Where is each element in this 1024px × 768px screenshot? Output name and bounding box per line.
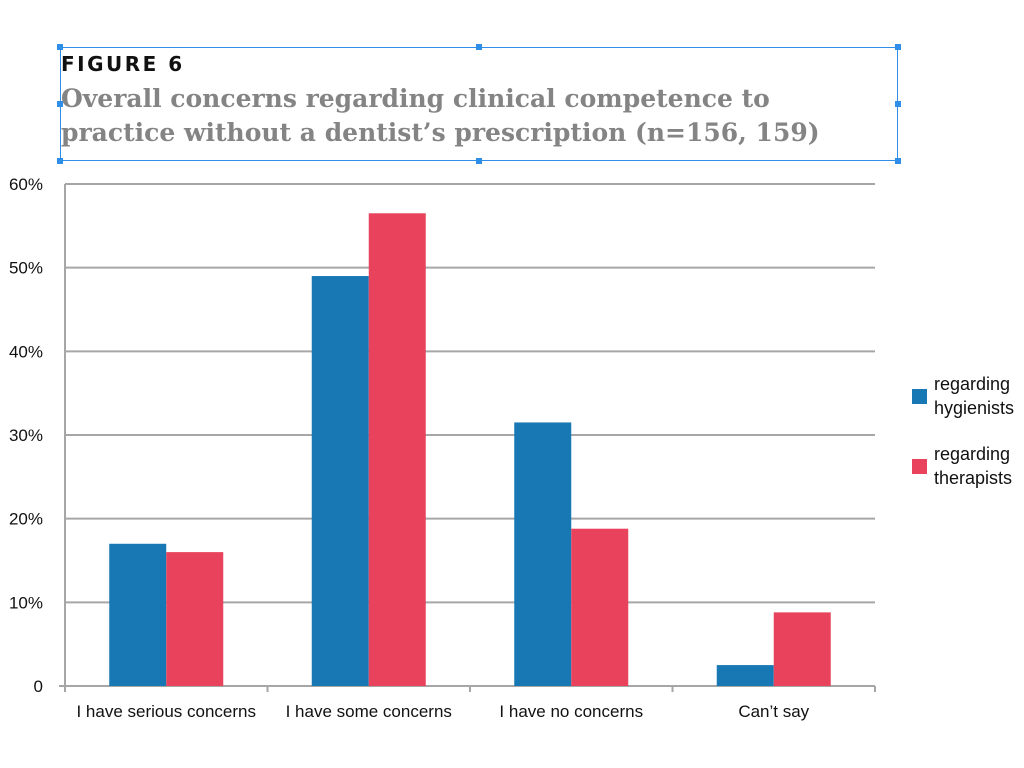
chart-title: Overall concerns regarding clinical comp… xyxy=(61,84,820,147)
frame-handle-top-middle[interactable] xyxy=(476,44,482,50)
bar xyxy=(311,276,369,686)
x-tick-label: Can’t say xyxy=(738,702,809,721)
frame-handle-middle-right[interactable] xyxy=(895,101,901,107)
y-tick-label: 40% xyxy=(9,342,43,361)
legend-swatch-therapists xyxy=(912,458,927,474)
bar xyxy=(368,213,426,687)
legend-label-hygienists: regarding hygienists xyxy=(934,374,1015,418)
bar xyxy=(514,422,572,686)
y-tick-label: 0 xyxy=(34,677,43,696)
frame-handle-top-right[interactable] xyxy=(895,44,901,50)
legend-item-hygienists: regarding hygienists xyxy=(912,372,1016,420)
bar xyxy=(166,552,224,686)
frame-handle-top-left[interactable] xyxy=(57,44,63,50)
x-tick-label: I have some concerns xyxy=(286,702,452,721)
bar xyxy=(571,528,629,686)
bar xyxy=(716,665,774,686)
bar xyxy=(773,612,831,686)
legend-label-therapists: regarding therapists xyxy=(934,444,1013,488)
x-tick-label: I have serious concerns xyxy=(76,702,256,721)
x-tick-label: I have no concerns xyxy=(499,702,643,721)
bar xyxy=(109,543,167,686)
y-tick-label: 30% xyxy=(9,426,43,445)
y-tick-label: 10% xyxy=(9,593,43,612)
legend-item-therapists: regarding therapists xyxy=(912,442,1016,490)
legend: regarding hygienists regarding therapist… xyxy=(912,372,1016,512)
y-tick-label: 60% xyxy=(9,175,43,194)
legend-swatch-hygienists xyxy=(912,388,927,404)
y-tick-label: 20% xyxy=(9,510,43,529)
frame-handle-bottom-middle[interactable] xyxy=(476,158,482,164)
figure-label: FIGURE 6 xyxy=(61,52,185,76)
frame-handle-bottom-left[interactable] xyxy=(57,158,63,164)
frame-handle-middle-left[interactable] xyxy=(57,101,63,107)
frame-handle-bottom-right[interactable] xyxy=(895,158,901,164)
y-tick-label: 50% xyxy=(9,259,43,278)
